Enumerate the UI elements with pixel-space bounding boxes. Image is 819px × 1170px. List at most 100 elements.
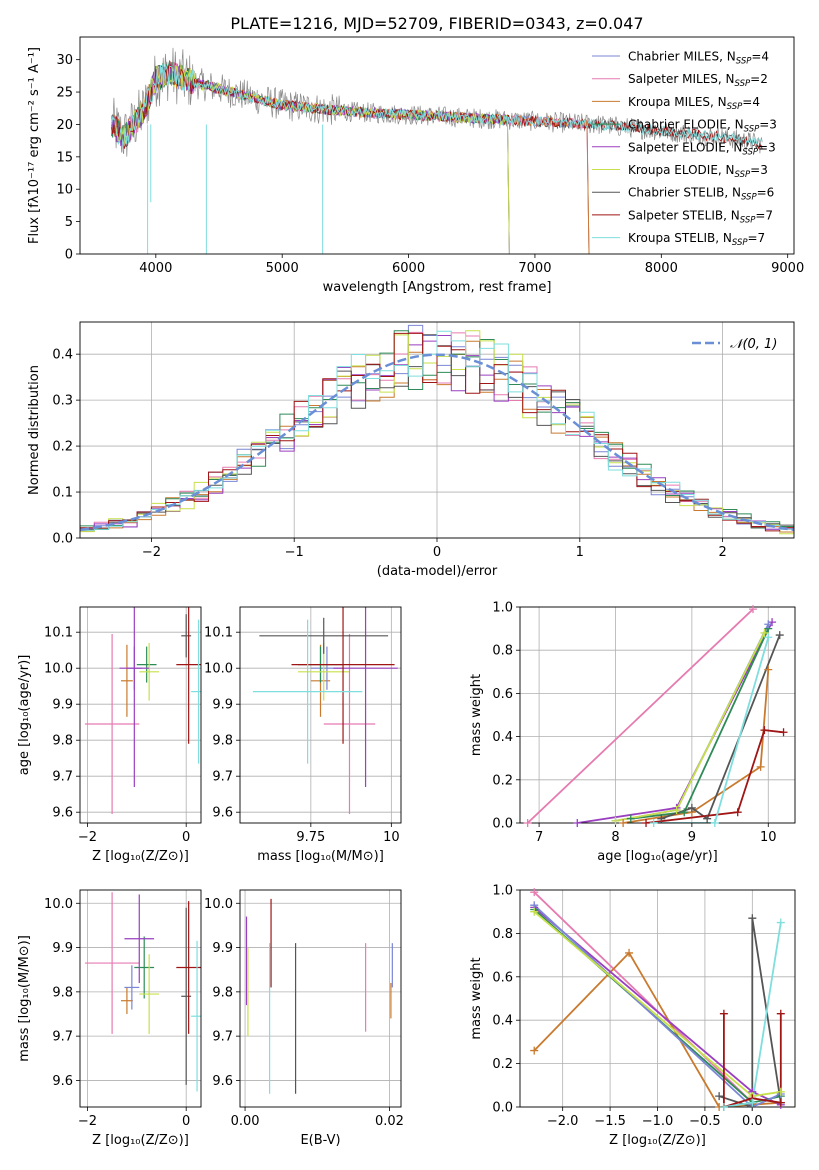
mass-weight-marker — [719, 1009, 728, 1018]
y-tick-label: 10 — [56, 183, 73, 198]
y-tick-label: 10.0 — [44, 897, 73, 912]
mass-weight-marker — [611, 816, 620, 825]
plot-area — [80, 324, 794, 535]
y-tick-label: 9.6 — [52, 806, 73, 821]
y-tick-label: 9.6 — [52, 1074, 73, 1089]
y-tick-label: 10.1 — [44, 626, 73, 641]
mass-weight-marker — [680, 808, 689, 817]
y-tick-label: 9.6 — [212, 806, 233, 821]
x-tick-label: −1.5 — [594, 1114, 626, 1129]
mass-weight-marker — [779, 728, 788, 737]
plot-area — [245, 898, 393, 1094]
y-tick-label: 9.7 — [52, 1030, 73, 1045]
y-tick-label: 9.8 — [52, 985, 73, 1000]
plot-area — [84, 607, 201, 814]
mass-weight-marker — [748, 605, 757, 614]
y-tick-label: 9.7 — [212, 1030, 233, 1045]
legend-label: Kroupa STELIB, NSSP=7 — [628, 231, 765, 248]
legend-label: Chabrier ELODIE, NSSP=3 — [628, 118, 777, 135]
legend-label-subscript: SSP — [742, 147, 758, 157]
y-tick-label: 30 — [56, 53, 73, 68]
y-tick-label: 0.0 — [492, 1101, 513, 1116]
legend-label-count: =7 — [755, 208, 773, 222]
legend-label-count: =6 — [757, 186, 775, 200]
legend-label-subscript: SSP — [740, 215, 756, 225]
x-axis-label: Z [log₁₀(Z/Z⊙)] — [609, 1133, 706, 1148]
legend-label-name: Salpeter STELIB, N — [628, 208, 740, 222]
axes-frame — [79, 606, 202, 824]
y-tick-label: 9.8 — [52, 734, 73, 749]
legend-label: Chabrier STELIB, NSSP=6 — [628, 186, 774, 203]
legend-label-count: =4 — [742, 95, 760, 109]
y-axis-label: mass weight — [469, 674, 484, 756]
y-tick-label: 1.0 — [492, 884, 513, 899]
plot-area — [111, 47, 763, 254]
y-tick-label: 0.2 — [52, 440, 73, 455]
y-tick-label: 10.1 — [204, 626, 233, 641]
x-tick-label: −1 — [285, 545, 304, 560]
legend-label-count: =3 — [759, 118, 777, 132]
x-tick-label: 10 — [383, 830, 400, 845]
y-axis-label: age [log₁₀(age/yr)] — [17, 655, 32, 776]
y-tick-label: 9.7 — [52, 770, 73, 785]
legend-label: Kroupa ELODIE, NSSP=3 — [628, 163, 768, 180]
mass-weight-marker — [715, 1092, 724, 1101]
mass-weight-marker — [703, 814, 712, 823]
mass-weight-marker — [756, 762, 765, 771]
x-axis-label: Z [log₁₀(Z/Z⊙)] — [92, 1133, 189, 1148]
mass-weight-marker — [625, 948, 634, 957]
mass-weight-marker — [776, 1087, 785, 1096]
x-tick-label: −2 — [142, 545, 161, 560]
mass-weight-marker — [523, 819, 532, 827]
y-tick-label: 0.4 — [52, 348, 73, 363]
mass-weight-marker — [748, 1098, 757, 1107]
mass-vs-metallicity-panel: −2 0 9.6 9.7 9.8 9.9 10.0 Z [log₁₀(Z/Z⊙)] mass [… — [17, 889, 202, 1148]
residual-histogram-step — [80, 330, 794, 531]
x-axis-label: wavelength [Angstrom, rest frame] — [323, 280, 552, 295]
y-axis-label: mass [log₁₀(M/M⊙)] — [17, 935, 32, 1062]
mass-weight-line — [533, 891, 753, 1104]
legend-label: Chabrier MILES, NSSP=4 — [628, 50, 769, 67]
plot-area — [84, 892, 201, 1092]
legend-label-name: Kroupa STELIB, N — [628, 231, 732, 245]
plot-area — [252, 607, 398, 814]
mass-weight-marker — [710, 819, 719, 827]
mass-weight-marker — [775, 631, 784, 640]
y-tick-label: 0.2 — [492, 773, 513, 788]
legend-label-name: Chabrier ELODIE, N — [628, 118, 744, 132]
legend-label-normal: 𝒩(0, 1) — [730, 337, 777, 352]
x-axis-label: mass [log₁₀(M/M⊙)] — [257, 849, 384, 864]
legend-label-subscript: SSP — [732, 238, 748, 248]
axes-frame — [79, 889, 202, 1108]
axes-frame — [79, 321, 795, 539]
axes-frame — [79, 36, 795, 255]
legend-label-name: Salpeter ELODIE, N — [628, 140, 742, 154]
mass-weight-line — [653, 636, 770, 823]
residuals-panel: −2 −1 0 1 2 0.0 0.1 0.2 0.3 0.4 (data-model)/error… — [27, 321, 795, 579]
axes-frame — [519, 889, 796, 1108]
y-tick-label: 9.8 — [212, 985, 233, 1000]
legend-label-name: Chabrier MILES, N — [628, 50, 736, 64]
y-axis-label: Normed distribution — [27, 365, 42, 495]
legend-label-name: Kroupa MILES, N — [628, 95, 727, 109]
legend-label-count: =4 — [751, 50, 769, 64]
x-tick-label: −2.0 — [547, 1114, 579, 1129]
legend-label-count: =3 — [750, 163, 768, 177]
y-tick-label: 9.7 — [212, 770, 233, 785]
legend-label-name: Chabrier STELIB, N — [628, 186, 741, 200]
y-tick-label: 1.0 — [492, 601, 513, 616]
x-tick-label: 4000 — [139, 261, 172, 276]
mass-weight-marker — [764, 620, 773, 629]
y-tick-label: 0.8 — [492, 644, 513, 659]
mass-weight-marker — [642, 819, 651, 827]
y-tick-label: 0.4 — [492, 730, 513, 745]
mass-weight-marker — [626, 814, 635, 823]
mass-weight-line — [622, 669, 770, 823]
legend-label-subscript: SSP — [744, 125, 760, 135]
x-tick-label: 2 — [718, 545, 726, 560]
mass-weight-marker — [760, 726, 769, 735]
x-tick-label: −1.0 — [642, 1114, 674, 1129]
model-spectrum-line — [111, 63, 763, 148]
